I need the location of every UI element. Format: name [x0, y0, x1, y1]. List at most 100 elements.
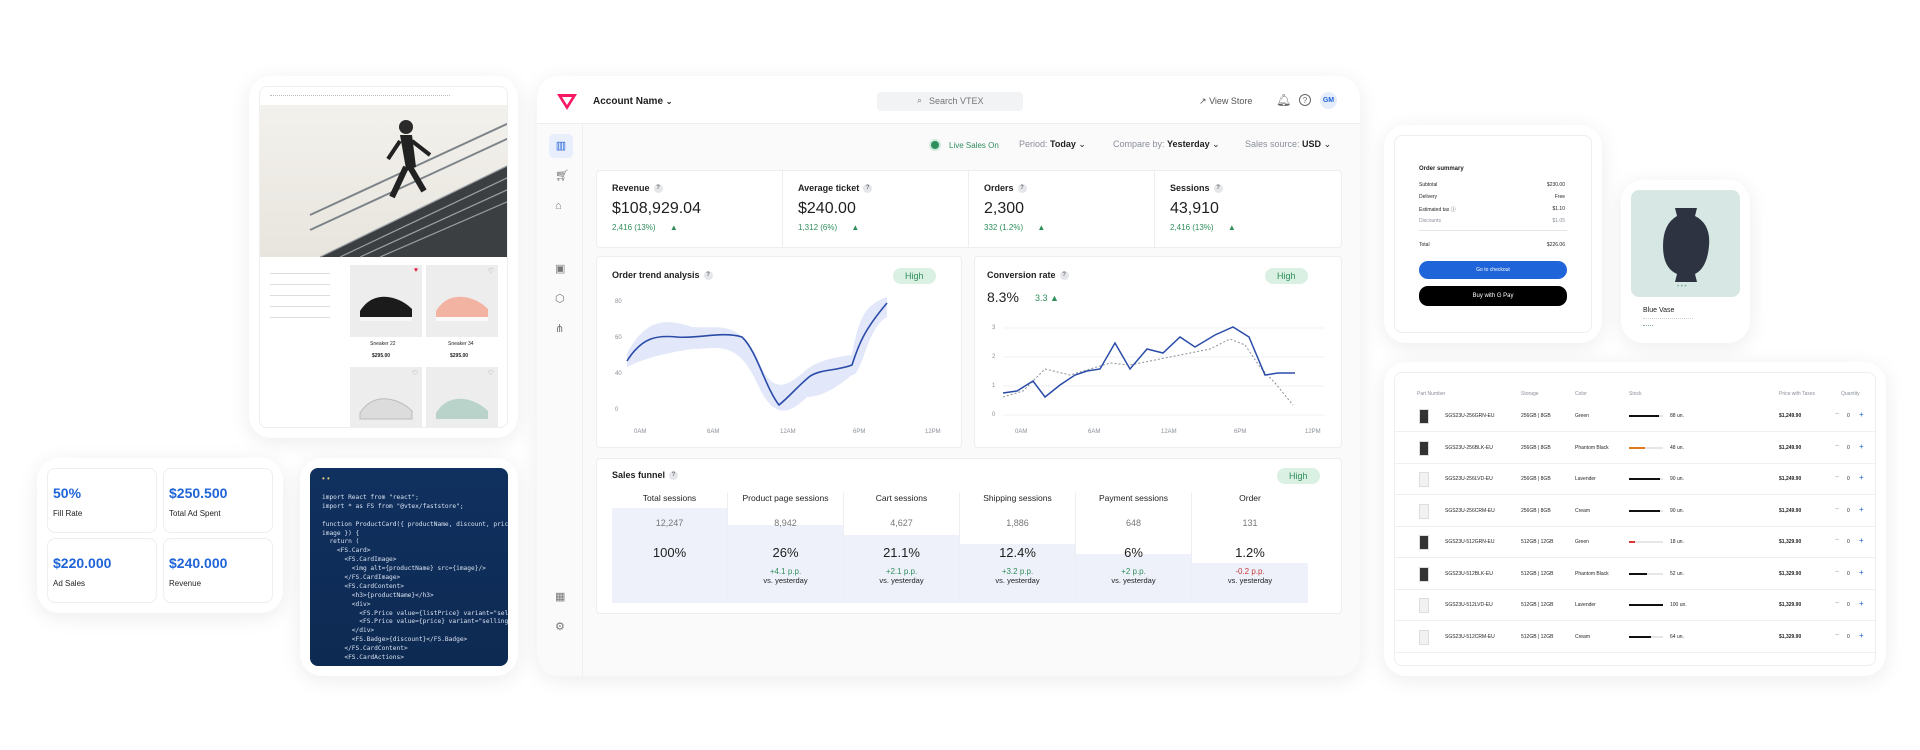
funnel-column: Product page sessions 8,942 26% +4.1 p.p. vs…: [728, 493, 844, 603]
kpi-value: 2,300: [984, 200, 1025, 217]
increment-button[interactable]: +: [1859, 630, 1864, 640]
column-header: Quantity: [1841, 391, 1860, 397]
compare-value: Yesterday: [1167, 139, 1210, 149]
kpi-revenue: Revenue? $108,929.04 2,416 (13%) ▲: [597, 171, 783, 247]
phone-thumbnail-icon: [1419, 566, 1429, 582]
chevron-down-icon: ⌄: [1078, 139, 1086, 149]
increment-button[interactable]: +: [1859, 410, 1864, 419]
funnel-column: Total sessions 12,247 100%: [612, 493, 728, 603]
column-header: Stock: [1629, 391, 1642, 397]
x-tick: 0AM: [1015, 429, 1028, 435]
summary-title: Order summary: [1419, 166, 1464, 172]
decrement-button[interactable]: −: [1835, 537, 1840, 544]
decrement-button[interactable]: −: [1835, 505, 1840, 513]
search-box[interactable]: ⌕: [877, 92, 1023, 111]
inventory-table: Part Number Storage Color Stock Price wi…: [1394, 372, 1876, 666]
decrement-button[interactable]: −: [1835, 600, 1840, 607]
quantity-value: 0: [1847, 633, 1850, 640]
source-filter[interactable]: Sales source: USD ⌄: [1245, 139, 1331, 150]
compare-filter[interactable]: Compare by: Yesterday ⌄: [1113, 139, 1220, 150]
code-line: <div>: [322, 600, 371, 608]
storefront-icon[interactable]: ▣: [555, 263, 566, 275]
stock-bar-track: [1629, 572, 1663, 575]
period-filter[interactable]: Period: Today ⌄: [1019, 139, 1086, 150]
increment-button[interactable]: +: [1859, 473, 1864, 482]
decrement-button[interactable]: −: [1835, 411, 1840, 418]
avatar[interactable]: GM: [1320, 92, 1337, 109]
phone-thumbnail-icon: [1419, 598, 1429, 613]
storefront-nav: [270, 95, 450, 99]
vase-image[interactable]: • • •: [1631, 190, 1740, 297]
product-tile-4[interactable]: ♡: [426, 367, 498, 427]
increment-button[interactable]: +: [1859, 599, 1864, 608]
code-line: <FS.CardActions>: [322, 654, 404, 662]
conversion-card: Conversion rate? High 8.3% 3.3 ▲ 3 2 1 0…: [974, 256, 1342, 448]
decrement-button[interactable]: −: [1835, 631, 1840, 639]
gear-icon[interactable]: ⚙︎: [555, 621, 565, 633]
stat-label: Ad Sales: [53, 579, 86, 588]
triangle-up-icon: ▲: [1050, 293, 1059, 303]
package-icon[interactable]: ⬡: [555, 293, 565, 305]
product-tile-3[interactable]: ♡: [350, 367, 422, 427]
favorite-heart-icon[interactable]: ♥: [413, 267, 418, 274]
y-tick: 60: [615, 335, 622, 341]
ad-stats-card: 50% Fill Rate $250.500 Total Ad Spent $2…: [37, 458, 283, 613]
kpi-delta: 1,312 (6%) ▲: [798, 223, 859, 232]
high-badge: High: [1277, 468, 1320, 484]
white-sneaker-image: [359, 398, 413, 420]
increment-button[interactable]: +: [1859, 536, 1864, 545]
decrement-button[interactable]: −: [1835, 568, 1840, 576]
live-sales-toggle[interactable]: Live Sales On: [949, 141, 999, 150]
order-trend-plot: [626, 297, 888, 411]
funnel-bar: [1192, 563, 1308, 603]
decrement-button[interactable]: −: [1835, 442, 1840, 450]
compare-label: Compare by:: [1113, 139, 1165, 149]
favorite-heart-icon[interactable]: ♡: [411, 370, 418, 377]
search-input[interactable]: [929, 94, 1019, 108]
x-tick: 6AM: [1088, 429, 1101, 435]
chart-title: Conversion rate?: [987, 270, 1069, 281]
stat-tile-fill-rate: 50% Fill Rate: [47, 468, 157, 533]
increment-button[interactable]: +: [1859, 567, 1864, 577]
code-line: <FS.Card>: [322, 547, 371, 555]
pink-sneaker-image: [436, 296, 488, 321]
product-price-1: $295.00: [372, 353, 391, 359]
favorite-heart-icon[interactable]: ♡: [487, 370, 494, 377]
decrement-button[interactable]: −: [1835, 474, 1840, 481]
integrations-icon[interactable]: ⋔: [555, 323, 565, 335]
chart-title-text: Conversion rate: [987, 270, 1056, 280]
kpi-value: $108,929.04: [612, 200, 701, 217]
kpi-label: Sessions?: [1170, 183, 1223, 194]
info-icon: ?: [669, 471, 679, 481]
cart-icon[interactable]: 🛒︎: [555, 170, 569, 182]
funnel-delta: +2 p.p.: [1121, 567, 1146, 576]
funnel-bar: [1076, 554, 1191, 603]
help-icon[interactable]: ?: [1299, 94, 1311, 106]
product-tile-2[interactable]: ♡: [426, 265, 498, 337]
chart-title-text: Order trend analysis: [612, 270, 700, 280]
product-tile-1[interactable]: ♥: [350, 265, 422, 337]
account-selector[interactable]: Account Name ⌄: [593, 96, 673, 107]
checkout-button[interactable]: Go to checkout: [1419, 261, 1567, 279]
kpi-sessions: Sessions? 43,910 2,416 (13%) ▲: [1155, 171, 1341, 247]
increment-button[interactable]: +: [1859, 441, 1864, 451]
stat-label: Fill Rate: [53, 509, 83, 518]
view-store-link[interactable]: ↗ View Store: [1199, 96, 1252, 107]
total-label: Total: [1419, 242, 1430, 248]
stock-bar-fill: [1629, 604, 1663, 606]
apps-icon[interactable]: ▦: [555, 591, 566, 603]
y-tick: 2: [992, 354, 996, 360]
kpi-label-text: Revenue: [612, 183, 650, 193]
google-pay-button[interactable]: Buy with G Pay: [1419, 286, 1567, 306]
summary-divider: [1419, 230, 1567, 231]
table-row: SGS23U-256CRM-EU 256GB | 8GB Cream 90 un. $1…: [1395, 496, 1875, 527]
tag-icon[interactable]: ⌂: [555, 200, 562, 212]
product-price-2: $295.00: [450, 353, 469, 359]
dashboard-window: Account Name ⌄ ⌕ ↗ View Store 🔔︎ ? GM ▥ …: [537, 76, 1360, 676]
increment-button[interactable]: +: [1859, 504, 1864, 514]
bell-icon[interactable]: 🔔︎: [1276, 93, 1292, 107]
analytics-icon[interactable]: ▥: [549, 134, 573, 158]
phone-thumbnail-icon: [1419, 629, 1429, 645]
favorite-heart-icon[interactable]: ♡: [487, 268, 494, 275]
filter-sidebar: [270, 265, 330, 325]
